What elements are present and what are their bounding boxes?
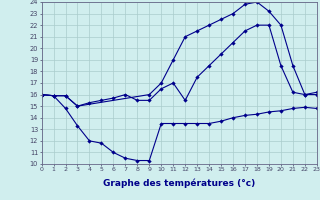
X-axis label: Graphe des températures (°c): Graphe des températures (°c) <box>103 178 255 188</box>
